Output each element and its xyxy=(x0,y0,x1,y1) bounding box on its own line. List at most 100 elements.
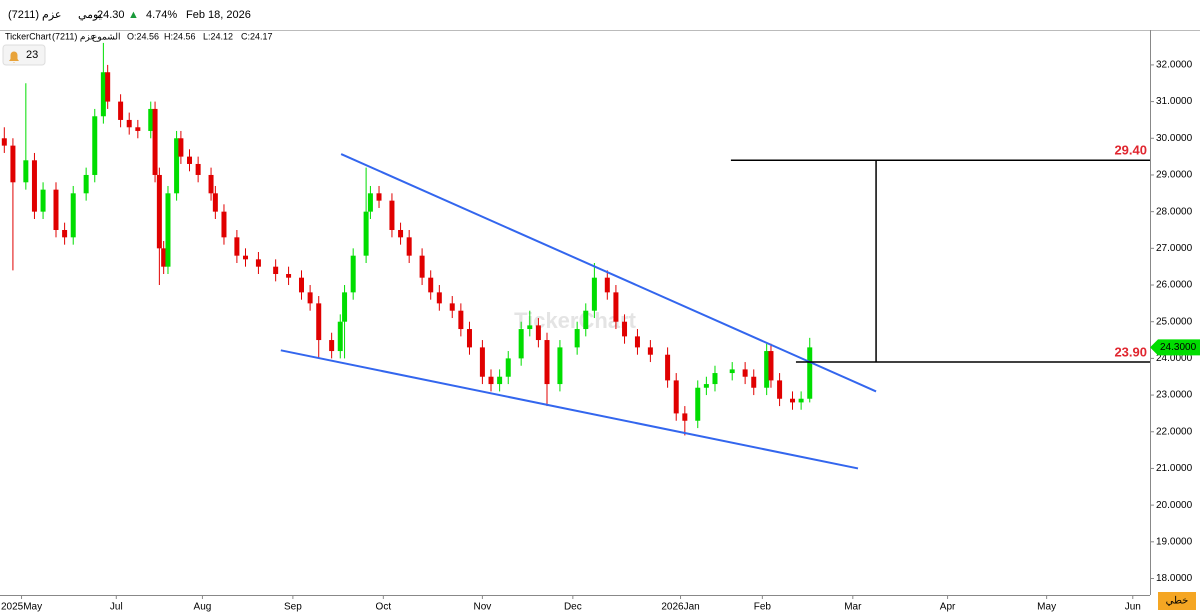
y-tick-label: 32.0000 xyxy=(1156,60,1193,71)
candle-body xyxy=(488,376,494,385)
candle-body xyxy=(316,303,322,341)
candle-body xyxy=(62,229,68,238)
candle-body xyxy=(83,174,89,194)
last-price-tag xyxy=(1150,339,1200,356)
candle-body xyxy=(458,310,464,330)
candle-body xyxy=(449,303,455,311)
candle-body xyxy=(148,108,154,131)
x-tick-label: Mar xyxy=(844,602,862,613)
x-tick-label: Oct xyxy=(376,602,392,613)
date: Feb 18, 2026 xyxy=(186,9,251,21)
candle-body xyxy=(337,321,343,352)
candle-body xyxy=(208,174,214,194)
candle-body xyxy=(665,354,671,381)
candle-body xyxy=(212,193,218,212)
mode-button[interactable] xyxy=(1158,592,1196,610)
candle-body xyxy=(376,193,382,201)
y-tick-label: 21.0000 xyxy=(1156,463,1193,474)
candle-body xyxy=(135,127,141,131)
chart-style: الشموع xyxy=(92,31,121,42)
candle-body xyxy=(255,259,261,267)
y-tick-label: 31.0000 xyxy=(1156,96,1193,107)
candle-body xyxy=(574,329,580,348)
chart-symbol: عزم (7211) xyxy=(52,31,96,42)
candle-body xyxy=(557,347,563,385)
candle-body xyxy=(221,211,227,238)
candle-body xyxy=(273,266,279,275)
candle-body xyxy=(105,72,111,102)
y-tick-label: 24.0000 xyxy=(1156,353,1193,364)
candle-body xyxy=(398,229,404,238)
last-price-label: 24.3000 xyxy=(1160,342,1197,353)
x-tick-label: Dec xyxy=(564,602,582,613)
candle-body xyxy=(497,376,503,385)
x-tick-label: Feb xyxy=(754,602,772,613)
candle-body xyxy=(712,373,718,385)
candle-body xyxy=(126,119,132,128)
candle-body xyxy=(742,369,748,377)
candle-body xyxy=(234,237,240,256)
candle-body xyxy=(695,387,701,421)
x-tick-label: Jul xyxy=(110,602,123,613)
candle-body xyxy=(764,351,770,388)
candle-body xyxy=(634,336,640,348)
candle-body xyxy=(613,292,619,322)
x-tick-label: Jun xyxy=(1125,602,1141,613)
candle-body xyxy=(307,292,313,304)
candle-body xyxy=(768,351,774,381)
candle-body xyxy=(591,277,597,311)
candle-body xyxy=(23,160,29,183)
candle-body xyxy=(527,325,533,330)
low-label: L:24.12 xyxy=(203,31,233,41)
trendline xyxy=(280,349,859,470)
candle-body xyxy=(419,255,425,278)
x-tick-label: Nov xyxy=(473,602,491,613)
bell-icon xyxy=(9,51,19,63)
candle-body xyxy=(798,398,804,403)
candle-body xyxy=(342,292,348,322)
y-tick-label: 22.0000 xyxy=(1156,426,1193,437)
brand: TickerChart xyxy=(5,31,52,41)
candle-body xyxy=(406,237,412,256)
candle-body xyxy=(40,189,46,212)
candle-body xyxy=(604,277,610,293)
candle-body xyxy=(673,380,679,414)
candle-body xyxy=(53,189,59,230)
candle-body xyxy=(518,329,524,359)
symbol: عزم (7211) xyxy=(8,9,62,21)
candle-body xyxy=(10,145,16,183)
y-tick-label: 20.0000 xyxy=(1156,500,1193,511)
change-arrow: ▲ xyxy=(128,9,139,21)
level-label: 23.90 xyxy=(1114,344,1147,359)
candle-body xyxy=(187,156,193,164)
x-tick-label: May xyxy=(1037,602,1056,613)
alert-box[interactable] xyxy=(2,44,46,66)
candle-body xyxy=(165,193,171,267)
candle-body xyxy=(622,321,628,337)
candle-body xyxy=(243,255,249,260)
candle-body xyxy=(363,211,369,256)
y-tick-label: 30.0000 xyxy=(1156,133,1193,144)
y-tick-label: 25.0000 xyxy=(1156,316,1193,327)
candle-body xyxy=(729,369,735,374)
y-tick-label: 23.0000 xyxy=(1156,390,1193,401)
high-label: H:24.56 xyxy=(164,31,196,41)
candle-body xyxy=(807,347,813,399)
candle-body xyxy=(298,277,304,293)
candle-body xyxy=(583,310,589,330)
period: يومي xyxy=(78,9,102,21)
candle-body xyxy=(70,193,76,238)
candle-body xyxy=(195,163,201,175)
alert-count: 23 xyxy=(26,49,38,61)
candle-body xyxy=(286,274,292,278)
candle-body xyxy=(178,138,184,157)
candle-body xyxy=(174,138,180,194)
candle-body xyxy=(92,116,98,175)
candle-body xyxy=(505,358,511,377)
candle-body xyxy=(389,200,395,230)
candle-body xyxy=(703,384,709,388)
candle-body xyxy=(31,160,37,212)
y-tick-label: 29.0000 xyxy=(1156,170,1193,181)
close-label: C:24.17 xyxy=(241,31,273,41)
candle-body xyxy=(1,138,7,146)
